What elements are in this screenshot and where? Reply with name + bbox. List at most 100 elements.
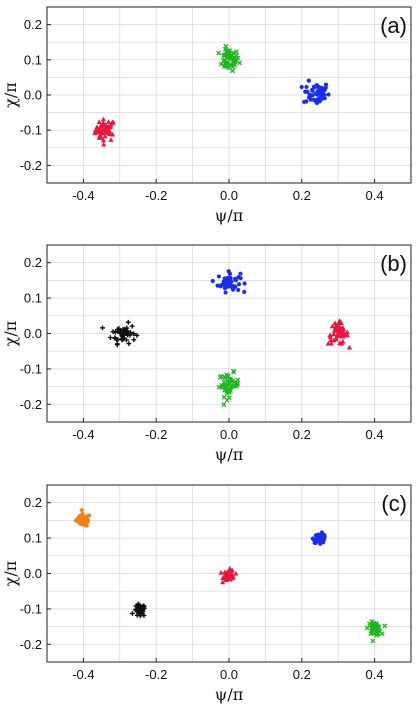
x-tick-label: 0.2 <box>293 667 311 682</box>
data-point <box>131 337 137 343</box>
data-point <box>242 281 247 286</box>
data-point <box>234 52 239 58</box>
data-point <box>100 116 106 122</box>
data-point <box>326 92 331 97</box>
data-point <box>225 275 230 281</box>
data-point <box>129 323 135 329</box>
data-point <box>84 522 90 529</box>
y-tick-label: -0.2 <box>20 397 42 412</box>
data-point <box>98 123 104 128</box>
x-tick-label: -0.4 <box>72 427 94 442</box>
series-4 <box>310 530 327 546</box>
data-point <box>334 332 340 338</box>
data-point <box>226 569 232 575</box>
data-point <box>331 331 337 337</box>
panel-label: (b) <box>380 251 407 276</box>
data-point <box>315 97 320 102</box>
data-point <box>223 290 228 295</box>
x-tick-label: 0.0 <box>220 427 238 442</box>
data-point <box>224 54 230 60</box>
data-point <box>73 518 79 524</box>
data-point <box>216 50 222 56</box>
data-point <box>222 276 227 281</box>
series-4 <box>325 318 353 350</box>
y-axis-label: χ/π <box>1 561 20 587</box>
data-point <box>105 129 111 134</box>
data-point <box>364 625 370 631</box>
data-point <box>232 276 238 281</box>
x-tick-label: -0.4 <box>72 188 94 203</box>
data-point <box>97 132 103 137</box>
data-point <box>318 532 324 537</box>
panel-3: -0.4 -0.2 0.0 0.2 0.4 0.2 0.1 0.0 -0.1 -0.2 ψ/π χ/π… <box>1 484 412 704</box>
data-point <box>321 88 326 93</box>
x-tick-label: 0.2 <box>293 188 311 203</box>
data-point <box>346 344 353 350</box>
data-point <box>217 374 223 380</box>
data-point <box>236 275 241 280</box>
data-point <box>225 279 230 284</box>
data-point <box>242 289 247 294</box>
data-point <box>228 283 233 288</box>
panel-label: (a) <box>380 13 407 38</box>
x-tick-label: 0.0 <box>220 188 238 203</box>
data-point <box>333 336 339 342</box>
data-point <box>126 341 132 346</box>
data-point <box>336 325 342 330</box>
y-tick-label: -0.1 <box>20 601 42 616</box>
data-point <box>231 56 237 62</box>
data-point <box>236 287 241 293</box>
y-tick-label: 0.1 <box>24 52 42 67</box>
data-point <box>224 64 230 69</box>
grid-lines <box>46 6 412 184</box>
data-point <box>100 137 107 143</box>
data-point <box>114 342 120 348</box>
data-point <box>310 88 315 93</box>
data-point <box>340 338 346 344</box>
data-point <box>96 119 102 125</box>
data-point <box>136 609 142 615</box>
data-point <box>78 515 84 521</box>
data-point <box>371 631 377 637</box>
data-point <box>312 85 318 90</box>
data-point <box>222 569 228 575</box>
y-axis-label: χ/π <box>1 82 20 108</box>
x-tick-label: -0.4 <box>72 667 94 682</box>
data-point <box>304 84 309 90</box>
data-point <box>307 92 312 97</box>
data-point <box>367 621 372 627</box>
data-point <box>131 331 137 337</box>
x-axis-label: ψ/π <box>215 445 243 464</box>
data-point <box>125 319 131 325</box>
data-point <box>313 539 318 544</box>
y-tick-label: -0.1 <box>20 123 42 138</box>
data-point <box>84 518 90 525</box>
data-point <box>79 511 86 517</box>
data-point <box>372 624 378 630</box>
data-point <box>94 124 100 130</box>
data-point <box>308 97 313 102</box>
data-point <box>109 131 116 137</box>
y-tick-label: 0.2 <box>24 17 42 32</box>
data-point <box>226 48 232 54</box>
data-point <box>230 574 236 580</box>
y-tick-label: 0.2 <box>24 255 42 270</box>
series-1 <box>73 507 92 529</box>
y-tick-label: -0.2 <box>20 158 42 173</box>
data-point <box>112 336 118 341</box>
data-point <box>102 122 108 127</box>
data-point <box>329 323 335 329</box>
data-point <box>317 538 322 543</box>
data-point <box>107 335 113 341</box>
data-point <box>86 512 92 519</box>
data-point <box>235 377 241 383</box>
data-point <box>140 605 145 611</box>
data-point <box>81 522 87 528</box>
data-point <box>231 369 237 375</box>
data-point <box>222 46 228 52</box>
data-point <box>112 329 118 335</box>
data-point <box>79 507 85 513</box>
data-point <box>370 638 376 644</box>
data-point <box>233 570 239 576</box>
